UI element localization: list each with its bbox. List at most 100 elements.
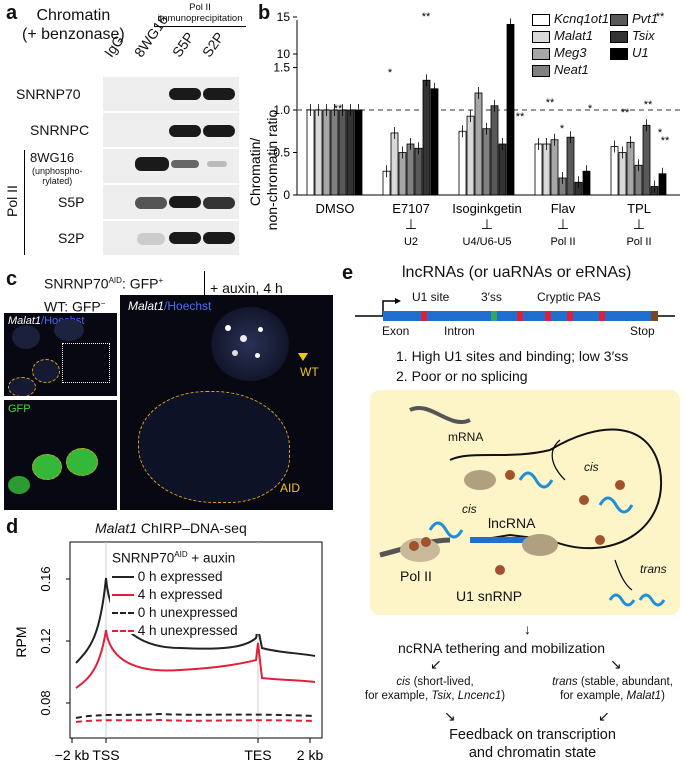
sub-line1: (unphospho- bbox=[32, 166, 83, 176]
legend-label: Neat1 bbox=[554, 62, 589, 77]
sig-mark: ** bbox=[334, 103, 343, 115]
legend-swatch bbox=[532, 64, 550, 77]
e-arrow-right: ↙ bbox=[598, 708, 610, 724]
bar-pvt1-tpl bbox=[642, 124, 651, 196]
legend-swatch bbox=[532, 30, 550, 43]
c-line1-end: : GFP bbox=[121, 275, 159, 292]
legend-swatch bbox=[610, 13, 628, 26]
row-label-snrnp70: SNRNP70 bbox=[16, 86, 81, 102]
sig-mark: ** bbox=[656, 11, 665, 23]
line-0h-unexpressed bbox=[75, 712, 316, 719]
e-trans-line2: for example, Malat1) bbox=[540, 689, 685, 703]
d-x-tick-label: TSS bbox=[92, 747, 119, 763]
e-cis-2c: , bbox=[451, 690, 458, 702]
bar-meg3-dmso bbox=[322, 109, 331, 196]
d-box-end: + auxin bbox=[187, 550, 236, 566]
blot-s5p bbox=[103, 185, 239, 219]
panel-d-chart: RPM 0.08 0.12 0.16 −2 kb TSS TES 2 kb bbox=[13, 541, 323, 763]
e-gene-diagram bbox=[355, 298, 675, 321]
bar-u1-e7107 bbox=[430, 88, 439, 196]
e-cis-1a: cis bbox=[396, 676, 411, 688]
bar-pvt1-dmso bbox=[338, 109, 347, 196]
img3-label-a: Malat1 bbox=[128, 299, 165, 313]
bar-kcnq1ot1-tpl bbox=[610, 146, 619, 196]
panel-d-letter: d bbox=[6, 516, 19, 538]
c-line2-sup: − bbox=[100, 298, 106, 308]
img3-label-b: /Hoechst bbox=[164, 299, 212, 313]
line-4h-expressed bbox=[75, 629, 316, 689]
group-line2: immunoprecipitation bbox=[157, 13, 243, 24]
inhibit-symbol: ⊥ bbox=[481, 216, 493, 232]
d-title-rest: ChIRP–DNA-seq bbox=[137, 520, 247, 536]
e-cis-2d: Lncenc1 bbox=[457, 690, 502, 702]
e-tether: ncRNA tethering and mobilization bbox=[398, 640, 606, 656]
legend-item-pvt1: Pvt1 bbox=[610, 10, 658, 27]
side-label-pol-ii: Pol II bbox=[3, 185, 20, 217]
lane-label-s2p: S2P bbox=[198, 29, 228, 60]
panel-e-letter: e bbox=[342, 262, 354, 284]
d-leg1: 4 h expressed bbox=[137, 586, 223, 602]
bar-malat1-flav bbox=[542, 143, 551, 196]
e-title: lncRNAs (or uaRNAs or eRNAs) bbox=[402, 264, 632, 281]
legend-label: U1 bbox=[632, 45, 649, 60]
d-legend-0h-exp: 0 h expressed bbox=[112, 568, 238, 586]
legend-swatch bbox=[610, 30, 628, 43]
e-trans-1b: (stable, abundant, bbox=[577, 676, 673, 688]
e-exon: Exon bbox=[382, 324, 410, 338]
e-model-box: mRNA cis cis lncRNA Pol II U1 snRNP tran… bbox=[370, 390, 680, 615]
micrograph-malat1-small: Malat1/Hoechst bbox=[4, 313, 117, 396]
d-y-tick-label: 0.16 bbox=[38, 566, 53, 591]
e-cryptic: Cryptic PAS bbox=[537, 290, 601, 304]
legend-swatch bbox=[532, 13, 550, 26]
e-arrow1: ↓ bbox=[524, 621, 531, 637]
bar-meg3-flav bbox=[550, 139, 559, 196]
e-lncrna: lncRNA bbox=[488, 515, 536, 531]
e-cis2: cis bbox=[584, 460, 599, 474]
sig-mark: ** bbox=[516, 111, 525, 123]
d-legend-title: SNRNP70AID + auxin bbox=[112, 546, 238, 568]
e-cis-col: cis (short-lived, for example, Tsix, Lnc… bbox=[360, 675, 510, 703]
legend-swatch bbox=[610, 47, 628, 60]
panel-c-letter: c bbox=[6, 268, 18, 290]
lane-label-s5p: S5P bbox=[168, 29, 198, 60]
d-x-tick-label: −2 kb bbox=[55, 747, 90, 763]
panel-a-letter: a bbox=[6, 2, 18, 24]
d-legend-4h-exp: 4 h expressed bbox=[112, 586, 238, 604]
blot-snrnpc bbox=[103, 113, 239, 147]
line-0h-expressed bbox=[75, 577, 316, 664]
e-trans-2b: Malat1 bbox=[626, 690, 662, 702]
bar-group bbox=[306, 18, 667, 196]
d-leg3: 4 h unexpressed bbox=[137, 622, 238, 638]
panel-a-title-line1: Chromatin bbox=[36, 7, 111, 24]
c-line1-sup2: + bbox=[158, 276, 164, 285]
bar-tsix-e7107 bbox=[422, 79, 431, 196]
e-cis-line1: cis (short-lived, bbox=[360, 675, 510, 689]
bar-pvt1-flav bbox=[566, 136, 575, 196]
y-axis-label: Chromatin/ non-chromatin ratio bbox=[250, 109, 280, 230]
row-label-8wg16-sub: (unphospho- rylated) bbox=[32, 166, 83, 186]
bar-meg3-e7107 bbox=[398, 152, 407, 196]
e-cis-1b: (short-lived, bbox=[410, 676, 474, 688]
inhibit-symbol: ⊥ bbox=[557, 216, 569, 232]
bar-neat1-e7107 bbox=[406, 143, 415, 196]
e-point2: 2. Poor or no splicing bbox=[396, 368, 528, 384]
d-ylabel: RPM bbox=[13, 626, 29, 657]
e-mrna: mRNA bbox=[448, 430, 484, 444]
panel-d-title: Malat1 ChIRP–DNA-seq bbox=[95, 520, 247, 536]
legend-label: Meg3 bbox=[554, 45, 587, 60]
e-u1site: U1 site bbox=[412, 290, 450, 304]
e-cis-2a: for example, bbox=[364, 690, 432, 702]
e-points: 1. High U1 sites and binding; low 3′ss 2… bbox=[396, 346, 628, 386]
img2-label: GFP bbox=[8, 403, 31, 415]
panel-a-title-line2: (+ benzonase) bbox=[22, 26, 125, 43]
micrograph-gfp: GFP bbox=[4, 400, 117, 510]
sig-mark: * bbox=[560, 123, 565, 135]
bar-malat1-isoginkgetin bbox=[466, 115, 475, 196]
e-arrow-left: ↘ bbox=[444, 708, 456, 724]
panel-b-chart: Chromatin/ non-chromatin ratio 0 0.5 1.0 1.… bbox=[250, 10, 680, 248]
sig-mark: ** bbox=[621, 107, 630, 119]
d-leg2: 0 h unexpressed bbox=[137, 604, 238, 620]
c-line1-text: SNRNP70 bbox=[44, 275, 109, 292]
ylabel-line1: Chromatin/ bbox=[250, 138, 263, 207]
c-line1-sup: AID bbox=[108, 276, 122, 285]
